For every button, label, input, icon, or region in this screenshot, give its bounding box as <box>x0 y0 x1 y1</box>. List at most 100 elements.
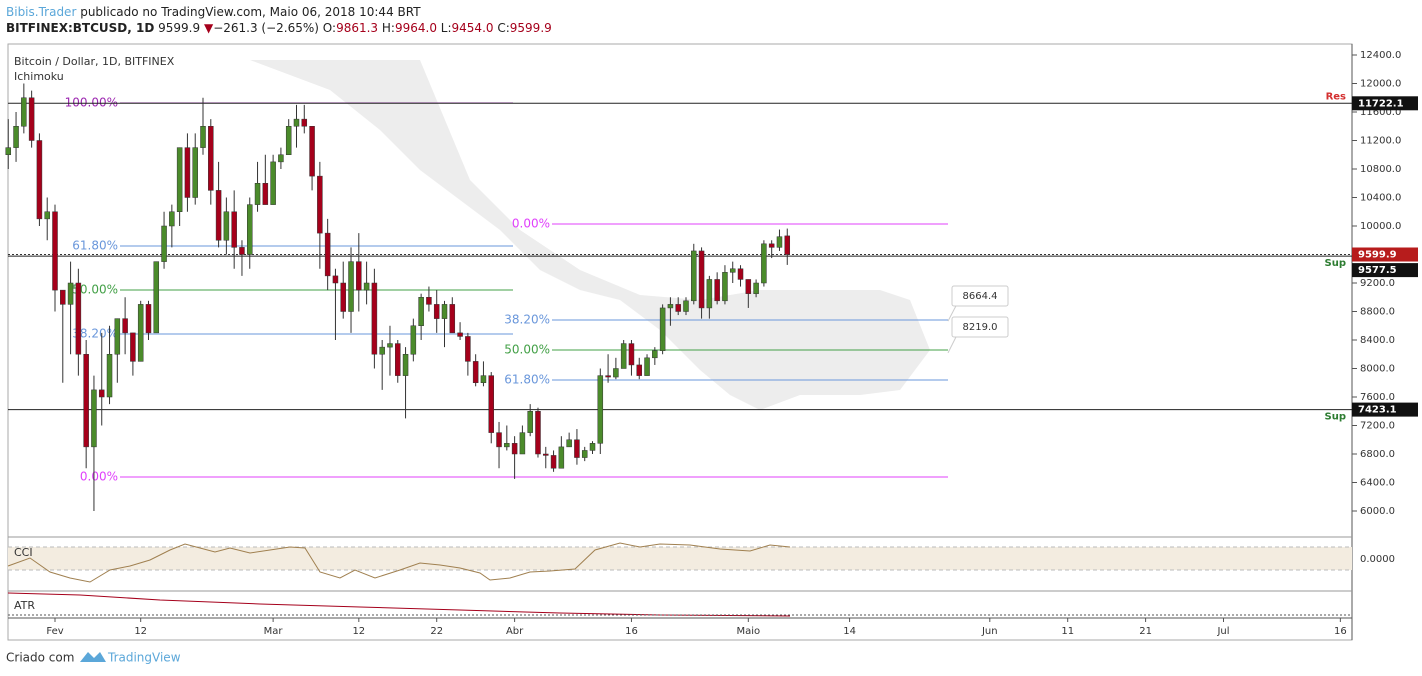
candle-body <box>433 304 440 319</box>
fib-label: 38.20% <box>72 327 118 341</box>
candle-body <box>317 175 323 234</box>
l: 9454.0 <box>451 21 494 35</box>
candle-body <box>91 389 97 448</box>
fib-label: 50.00% <box>504 342 550 356</box>
candle-body <box>535 411 541 455</box>
candle-body <box>605 375 611 378</box>
last: 9599.9 <box>158 21 201 35</box>
candle-body <box>776 236 783 248</box>
candle-body <box>511 443 518 455</box>
candle-body <box>589 443 596 451</box>
candle-body <box>184 147 191 198</box>
candle-body <box>137 304 144 362</box>
fib-label: 38.20% <box>504 312 550 326</box>
candle-body <box>729 268 736 273</box>
fib-label: 0.00% <box>512 217 550 231</box>
candle-body <box>247 204 253 255</box>
candle-body <box>44 211 50 220</box>
candle-body <box>768 243 775 248</box>
x-tick-label: 22 <box>430 626 443 637</box>
y-tick-label: 10400.0 <box>1360 193 1401 204</box>
candle-body <box>472 361 479 383</box>
candle-body <box>348 261 354 312</box>
candle-body <box>13 126 19 148</box>
callout-label: 8219.0 <box>963 322 998 333</box>
candle-body <box>675 304 681 312</box>
o: 9861.3 <box>336 21 379 35</box>
y-tick-label: 8000.0 <box>1360 364 1395 375</box>
price-tag-label: 7423.1 <box>1358 405 1397 416</box>
fib-label: 50.00% <box>72 282 118 296</box>
price-tag <box>1352 263 1418 278</box>
candle-body <box>332 275 339 284</box>
x-tick-label: Fev <box>46 626 63 637</box>
candle-body <box>737 268 744 280</box>
candle-body <box>722 272 728 302</box>
candle-body <box>28 97 35 141</box>
atr-label: ATR <box>14 599 35 612</box>
cci-tick: 0.0000 <box>1360 554 1395 565</box>
callout-box <box>951 285 1009 307</box>
candle-body <box>761 243 767 284</box>
y-tick-label: 10800.0 <box>1360 164 1401 175</box>
candle-body <box>122 318 128 334</box>
ichimoku-cloud <box>250 60 930 410</box>
price-tag-label: 9599.9 <box>1358 250 1397 261</box>
candle-body <box>613 368 619 378</box>
candle-body <box>21 97 27 127</box>
symbol: BITFINEX:BTCUSD, 1D <box>6 21 155 35</box>
candle-body <box>753 282 759 294</box>
x-tick-label: Jul <box>1216 626 1229 637</box>
candle-body <box>395 343 401 376</box>
candle-body <box>418 297 424 326</box>
candle-body <box>169 211 175 227</box>
candle-body <box>745 279 752 294</box>
fib-label: 61.80% <box>72 239 118 253</box>
candle-body <box>566 439 572 448</box>
y-tick-label: 6400.0 <box>1360 478 1395 489</box>
author[interactable]: Bibis.Trader <box>6 5 77 19</box>
candle-body <box>441 304 448 319</box>
candle-body <box>636 364 642 376</box>
price-tag <box>1352 402 1418 417</box>
candle-body <box>465 336 471 362</box>
atr-line <box>7 592 791 617</box>
header: Bibis.Trader publicado no TradingView.co… <box>6 4 552 36</box>
candle-body <box>239 247 245 255</box>
y-tick-label: 9200.0 <box>1360 278 1395 289</box>
chart-title: Bitcoin / Dollar, 1D, BITFINEX <box>14 55 175 68</box>
candle-body <box>293 118 300 127</box>
candle-body <box>223 211 230 241</box>
candle-body <box>543 453 549 456</box>
footer-brand[interactable]: TradingView <box>107 651 181 665</box>
candle-body <box>683 300 689 312</box>
candle-body <box>714 279 720 302</box>
candle-body <box>83 354 89 448</box>
candle-body <box>309 126 315 177</box>
candle-body <box>285 126 292 155</box>
level-label: Sup <box>1325 412 1346 423</box>
candle-body <box>5 147 12 155</box>
candle-body <box>98 389 105 398</box>
candle-body <box>270 161 276 205</box>
candle-body <box>278 154 284 163</box>
indicator-label: Ichimoku <box>14 70 64 83</box>
y-tick-label: 11600.0 <box>1360 107 1401 118</box>
y-tick-label: 12400.0 <box>1360 50 1401 61</box>
candle-body <box>153 261 160 334</box>
arrow: ▼ <box>203 21 214 35</box>
cci-line <box>7 542 791 583</box>
callout-box <box>951 316 1009 338</box>
candle-body <box>504 443 510 448</box>
candle-body <box>644 357 650 376</box>
fib-label: 100.00% <box>65 96 118 110</box>
candle-body <box>379 346 385 355</box>
x-tick-label: Maio <box>736 626 760 637</box>
h-label: H: <box>381 21 395 35</box>
y-tick-label: 11200.0 <box>1360 136 1401 147</box>
level-label: Res <box>1326 91 1346 102</box>
x-tick-label: Abr <box>506 626 524 637</box>
candle-body <box>558 446 565 469</box>
candle-body <box>371 282 378 355</box>
